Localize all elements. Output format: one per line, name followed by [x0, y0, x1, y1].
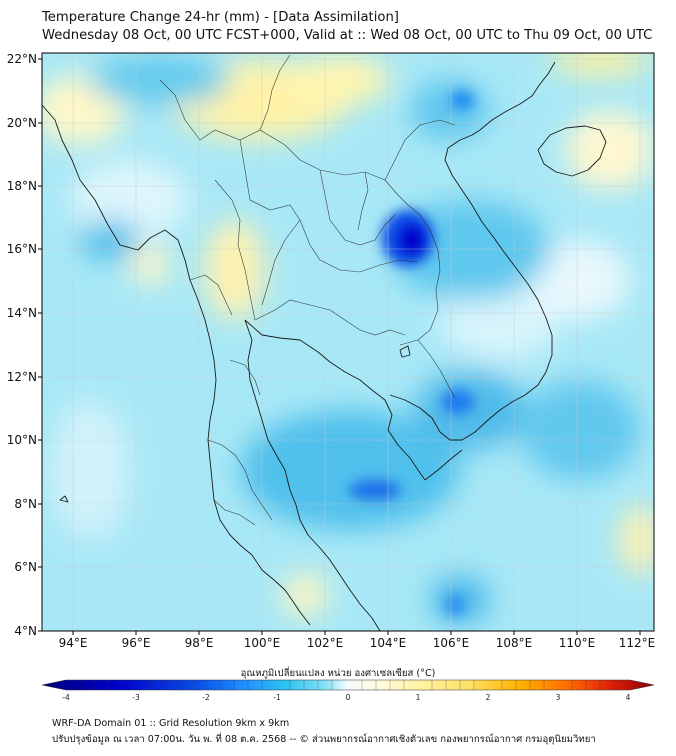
- lat-label-20n: 20°N: [7, 116, 37, 130]
- lat-label-16n: 16°N: [7, 242, 37, 256]
- colorbar-tick: -3: [132, 693, 140, 702]
- temperature-field: [42, 53, 654, 631]
- lat-label-4n: 4°N: [14, 624, 37, 638]
- province-borders: [159, 54, 456, 526]
- lat-label-12n: 12°N: [7, 370, 37, 384]
- colorbar-tick: -1: [273, 693, 281, 702]
- lon-label-96e: 96°E: [122, 636, 151, 650]
- map-title: Temperature Change 24-hr (mm) - [Data As…: [42, 10, 399, 25]
- colorbar-tick: 2: [486, 693, 491, 702]
- coastlines: [42, 61, 607, 631]
- colorbar-title: อุณหภูมิเปลี่ยนแปลง หน่วย องศาเซลเซียส (…: [240, 668, 436, 679]
- lon-label-102e: 102°E: [307, 636, 344, 650]
- colorbar-tick: 4: [626, 693, 631, 702]
- lat-label-18n: 18°N: [7, 179, 37, 193]
- colorbar-tick: 1: [416, 693, 421, 702]
- colorbar: -4 -3 -2 -1 0 1 2 3 4: [41, 679, 655, 702]
- colorbar-tick: 3: [556, 693, 561, 702]
- lat-label-6n: 6°N: [14, 560, 37, 574]
- lon-label-106e: 106°E: [433, 636, 470, 650]
- map-frame: [41, 52, 655, 632]
- colorbar-tick: -2: [202, 693, 210, 702]
- colorbar-tick: 0: [346, 693, 351, 702]
- lat-label-10n: 10°N: [7, 433, 37, 447]
- lon-label-110e: 110°E: [559, 636, 596, 650]
- footer-domain-info: WRF-DA Domain 01 :: Grid Resolution 9km …: [52, 718, 290, 729]
- lon-label-98e: 98°E: [185, 636, 214, 650]
- lat-label-22n: 22°N: [7, 52, 37, 66]
- map-subtitle: Wednesday 08 Oct, 00 UTC FCST+000, Valid…: [42, 28, 653, 43]
- lon-label-112e: 112°E: [619, 636, 656, 650]
- colorbar-tick: -4: [62, 693, 70, 702]
- lon-label-108e: 108°E: [496, 636, 533, 650]
- lat-label-8n: 8°N: [14, 497, 37, 511]
- lon-label-94e: 94°E: [59, 636, 88, 650]
- lat-label-14n: 14°N: [7, 306, 37, 320]
- lon-label-104e: 104°E: [370, 636, 407, 650]
- lon-label-100e: 100°E: [244, 636, 281, 650]
- footer-update-info: ปรับปรุงข้อมูล ณ เวลา 07:00น. วัน พ. ที่…: [52, 734, 596, 745]
- graticule: [42, 53, 654, 631]
